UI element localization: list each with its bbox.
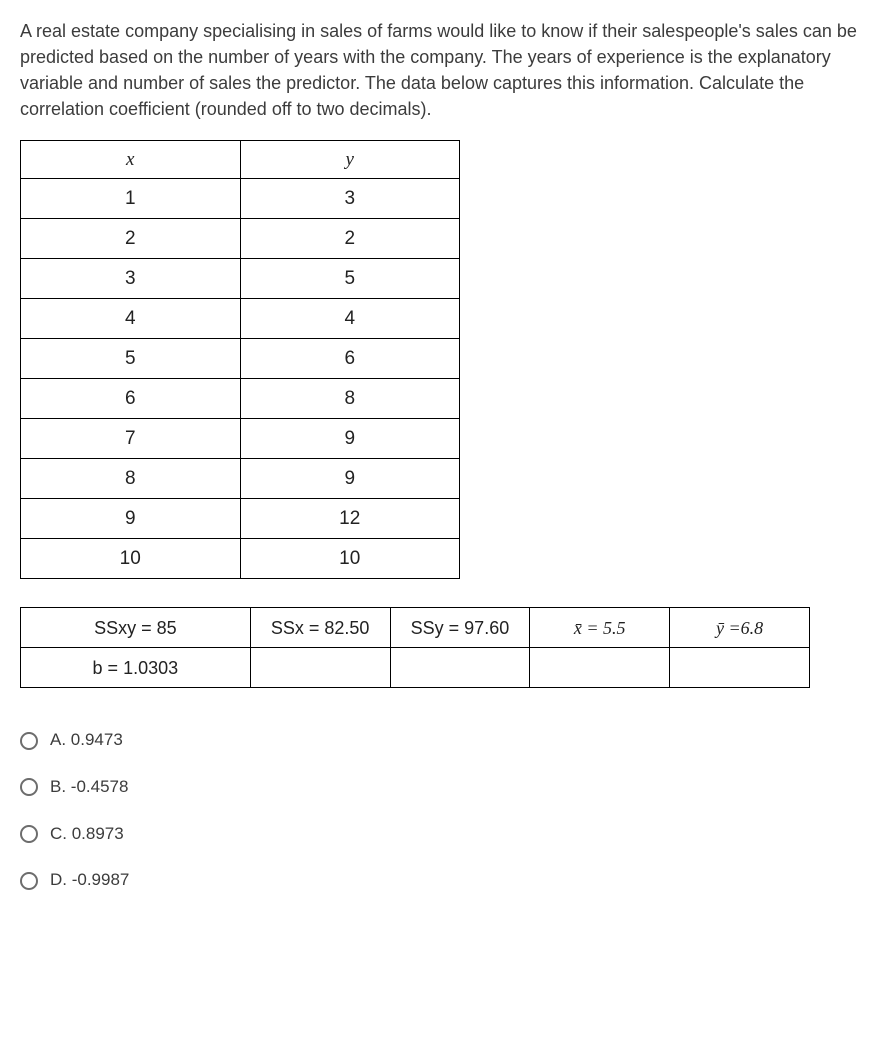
- table-row: 56: [21, 339, 460, 379]
- cell-x: 6: [21, 379, 241, 419]
- cell-x: 4: [21, 299, 241, 339]
- question-text: A real estate company specialising in sa…: [20, 18, 871, 122]
- stat-ybar: ȳ =6.8: [670, 608, 810, 648]
- stats-row: b = 1.0303: [21, 648, 810, 688]
- stat-empty: [250, 648, 390, 688]
- cell-y: 8: [240, 379, 460, 419]
- table-row: 912: [21, 499, 460, 539]
- option-b[interactable]: B. -0.4578: [20, 775, 871, 800]
- cell-x: 2: [21, 219, 241, 259]
- xy-data-table: x y 13 22 35 44 56 68 79 89 912 1010: [20, 140, 460, 579]
- table-row: 13: [21, 179, 460, 219]
- table-row: 79: [21, 419, 460, 459]
- option-label: C. 0.8973: [50, 822, 124, 847]
- radio-icon: [20, 825, 38, 843]
- cell-y: 5: [240, 259, 460, 299]
- cell-x: 10: [21, 539, 241, 579]
- radio-icon: [20, 778, 38, 796]
- cell-y: 9: [240, 419, 460, 459]
- option-d[interactable]: D. -0.9987: [20, 868, 871, 893]
- cell-y: 3: [240, 179, 460, 219]
- cell-x: 7: [21, 419, 241, 459]
- stat-ssy: SSy = 97.60: [390, 608, 530, 648]
- stat-ssx: SSx = 82.50: [250, 608, 390, 648]
- cell-x: 1: [21, 179, 241, 219]
- option-a[interactable]: A. 0.9473: [20, 728, 871, 753]
- table-row: 22: [21, 219, 460, 259]
- table-row: 44: [21, 299, 460, 339]
- cell-x: 5: [21, 339, 241, 379]
- stat-empty: [670, 648, 810, 688]
- cell-x: 3: [21, 259, 241, 299]
- option-c[interactable]: C. 0.8973: [20, 822, 871, 847]
- option-label: B. -0.4578: [50, 775, 128, 800]
- stat-xbar: x̄ = 5.5: [530, 608, 670, 648]
- answer-options: A. 0.9473 B. -0.4578 C. 0.8973 D. -0.998…: [20, 728, 871, 893]
- cell-y: 9: [240, 459, 460, 499]
- cell-x: 9: [21, 499, 241, 539]
- option-label: D. -0.9987: [50, 868, 129, 893]
- table-row: 1010: [21, 539, 460, 579]
- option-label: A. 0.9473: [50, 728, 123, 753]
- stats-table: SSxy = 85 SSx = 82.50 SSy = 97.60 x̄ = 5…: [20, 607, 810, 688]
- table-row: 89: [21, 459, 460, 499]
- radio-icon: [20, 732, 38, 750]
- stat-empty: [530, 648, 670, 688]
- cell-y: 10: [240, 539, 460, 579]
- stats-row: SSxy = 85 SSx = 82.50 SSy = 97.60 x̄ = 5…: [21, 608, 810, 648]
- cell-y: 6: [240, 339, 460, 379]
- stat-empty: [390, 648, 530, 688]
- table-row: 68: [21, 379, 460, 419]
- stat-ssxy: SSxy = 85: [21, 608, 251, 648]
- radio-icon: [20, 872, 38, 890]
- cell-y: 12: [240, 499, 460, 539]
- col-header-x: x: [21, 141, 241, 179]
- cell-y: 2: [240, 219, 460, 259]
- cell-y: 4: [240, 299, 460, 339]
- table-row: 35: [21, 259, 460, 299]
- stat-b: b = 1.0303: [21, 648, 251, 688]
- col-header-y: y: [240, 141, 460, 179]
- cell-x: 8: [21, 459, 241, 499]
